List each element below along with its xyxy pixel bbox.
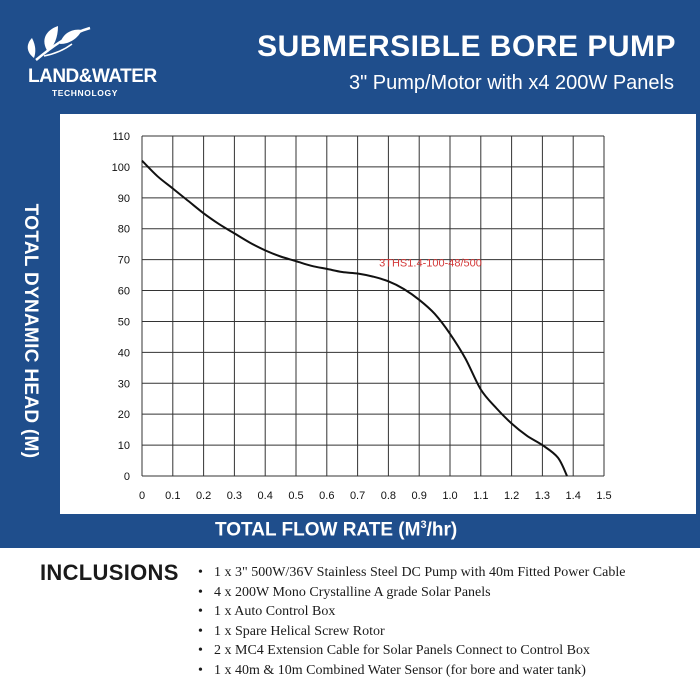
y-tick-label: 100 [112,162,130,174]
x-axis-band [0,514,700,548]
x-axis-label: TOTAL FLOW RATE (M3/hr) [215,519,457,541]
x-tick-label: 0.7 [350,490,365,502]
y-tick-label: 40 [118,347,130,359]
inclusion-item: 4 x 200W Mono Crystalline A grade Solar … [198,583,625,603]
inclusion-item: 1 x Spare Helical Screw Rotor [198,622,625,642]
x-tick-label: 1.2 [504,490,519,502]
y-tick-label: 90 [118,193,130,205]
y-tick-labels: 0 10 20 30 40 50 60 70 80 90 100 110 [112,131,130,483]
company-logo: LAND&WATER TECHNOLOGY [18,20,168,100]
leaf-logo-icon [27,26,91,61]
chart-grid [141,135,605,477]
x-tick-label: 0.6 [319,490,334,502]
right-border [696,114,700,548]
x-tick-label: 0.1 [165,490,180,502]
y-tick-label: 80 [118,224,130,236]
x-tick-label: 1.3 [535,490,550,502]
page-subtitle: 3" Pump/Motor with x4 200W Panels [348,72,674,94]
y-axis-label: TOTAL DYNAMIC HEAD (M) [20,203,41,459]
x-tick-label: 1.0 [442,490,457,502]
x-axis-label-tail: /hr) [426,519,458,541]
x-tick-label: 1.4 [566,490,581,502]
x-tick-labels: 0 0.1 0.2 0.3 0.4 0.5 0.6 0.7 0.8 0.9 1.0 1.1 1.2 1.3… [139,490,612,502]
pump-performance-curve [141,159,568,477]
y-tick-label: 20 [118,409,130,421]
x-axis-label-main: TOTAL FLOW RATE (M [215,519,421,541]
x-tick-label: 0.3 [227,490,242,502]
y-tick-label: 10 [118,440,130,452]
inclusion-item: 1 x 3" 500W/36V Stainless Steel DC Pump … [198,563,625,583]
page-title: SUBMERSIBLE BORE PUMP [257,30,676,63]
x-axis-label-superscript: 3 [420,519,427,531]
x-tick-label: 0.9 [412,490,427,502]
x-tick-label: 0.8 [381,490,396,502]
inclusion-item: 1 x 40m & 10m Combined Water Sensor (for… [198,661,625,681]
x-tick-label: 1.5 [596,490,611,502]
logo-subtitle: TECHNOLOGY [52,88,118,98]
y-tick-label: 50 [118,316,130,328]
inclusion-item: 2 x MC4 Extension Cable for Solar Panels… [198,641,625,661]
y-tick-label: 110 [112,131,130,143]
x-tick-label: 0.5 [288,490,303,502]
y-axis-band [0,114,60,548]
logo-name: LAND&WATER [28,66,157,87]
y-tick-label: 60 [118,286,130,298]
y-tick-label: 30 [118,378,130,390]
y-tick-label: 0 [124,471,130,483]
header-banner: LAND&WATER TECHNOLOGY SUBMERSIBLE BORE P… [0,0,700,114]
inclusions-title: INCLUSIONS [40,560,179,585]
x-tick-label: 0.2 [196,490,211,502]
x-tick-label: 1.1 [473,490,488,502]
inclusions-list: 1 x 3" 500W/36V Stainless Steel DC Pump … [198,563,625,680]
series-label: 3THS1.4-100-48/500 [379,258,482,270]
inclusion-item: 1 x Auto Control Box [198,602,625,622]
y-tick-label: 70 [118,255,130,267]
x-tick-label: 0.4 [258,490,273,502]
x-tick-label: 0 [139,490,145,502]
